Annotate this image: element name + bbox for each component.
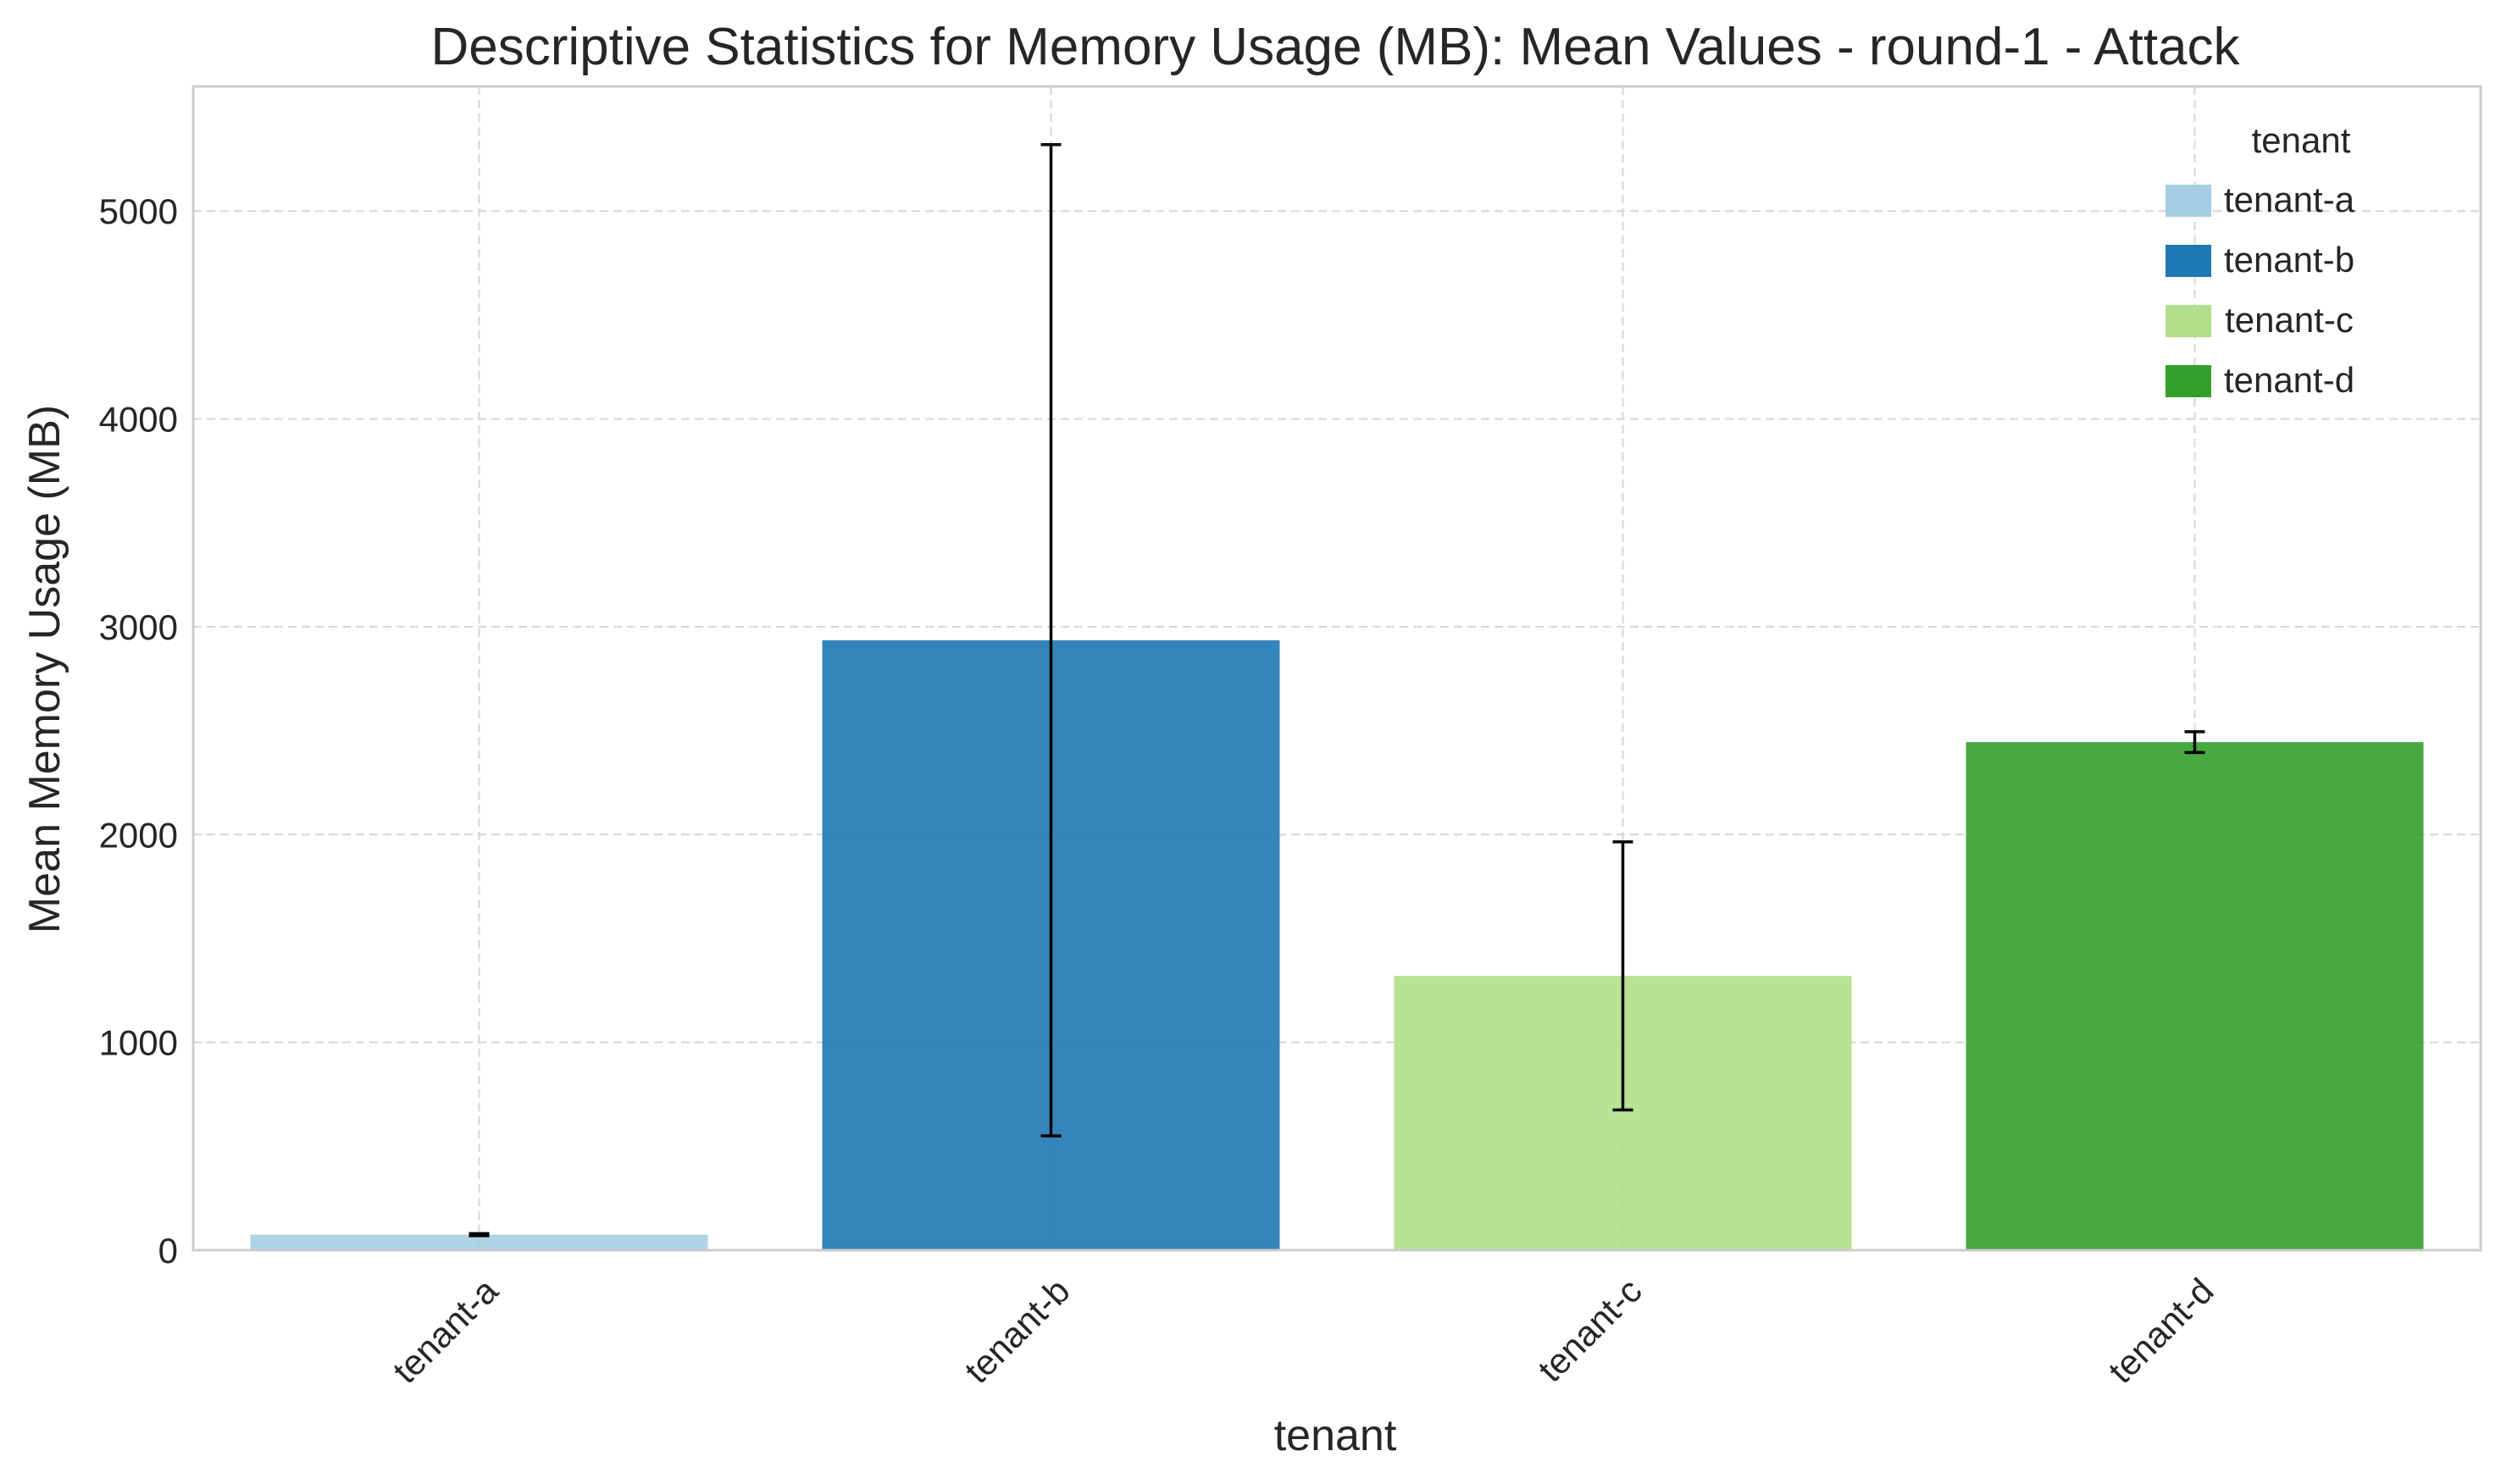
error-bar-tenant-c xyxy=(1612,840,1633,1112)
y-tick-label: 2000 xyxy=(99,815,178,855)
legend-label-tenant-b: tenant-b xyxy=(2224,240,2354,280)
y-axis-label: Mean Memory Usage (MB) xyxy=(20,405,69,933)
legend-swatch-tenant-b xyxy=(2166,245,2211,277)
y-tick-label: 1000 xyxy=(99,1023,178,1063)
legend-swatch-tenant-a xyxy=(2166,185,2211,217)
y-tick-label: 3000 xyxy=(99,607,178,647)
legend-label-tenant-a: tenant-a xyxy=(2224,180,2355,219)
error-bar-tenant-a xyxy=(469,1232,490,1238)
y-tick-label: 4000 xyxy=(99,400,178,440)
legend-swatch-tenant-c xyxy=(2166,305,2211,337)
chart-title: Descriptive Statistics for Memory Usage … xyxy=(430,18,2240,76)
x-tick-label-tenant-b: tenant-b xyxy=(957,1271,1077,1391)
legend-title: tenant xyxy=(2252,120,2351,160)
legend-label-tenant-c: tenant-c xyxy=(2225,300,2354,340)
x-tick-label-tenant-c: tenant-c xyxy=(1530,1271,1650,1390)
y-tick-label: 0 xyxy=(158,1231,178,1271)
plot-frame xyxy=(191,85,2482,1252)
legend-swatch-tenant-d xyxy=(2166,365,2211,397)
legend: tenant tenant-a tenant-b tenant-c tenant-d xyxy=(2166,120,2355,400)
bar-tenant-a xyxy=(250,1234,708,1250)
x-tick-label-tenant-d: tenant-d xyxy=(2100,1271,2221,1391)
x-tick-label-tenant-a: tenant-a xyxy=(385,1270,506,1391)
legend-label-tenant-d: tenant-d xyxy=(2224,360,2354,400)
error-bar-tenant-d xyxy=(2184,730,2205,755)
x-axis-label: tenant xyxy=(1274,1411,1397,1460)
bar-tenant-d xyxy=(1966,742,2424,1250)
y-tick-label: 5000 xyxy=(99,191,178,231)
error-bar-tenant-b xyxy=(1040,142,1062,1138)
